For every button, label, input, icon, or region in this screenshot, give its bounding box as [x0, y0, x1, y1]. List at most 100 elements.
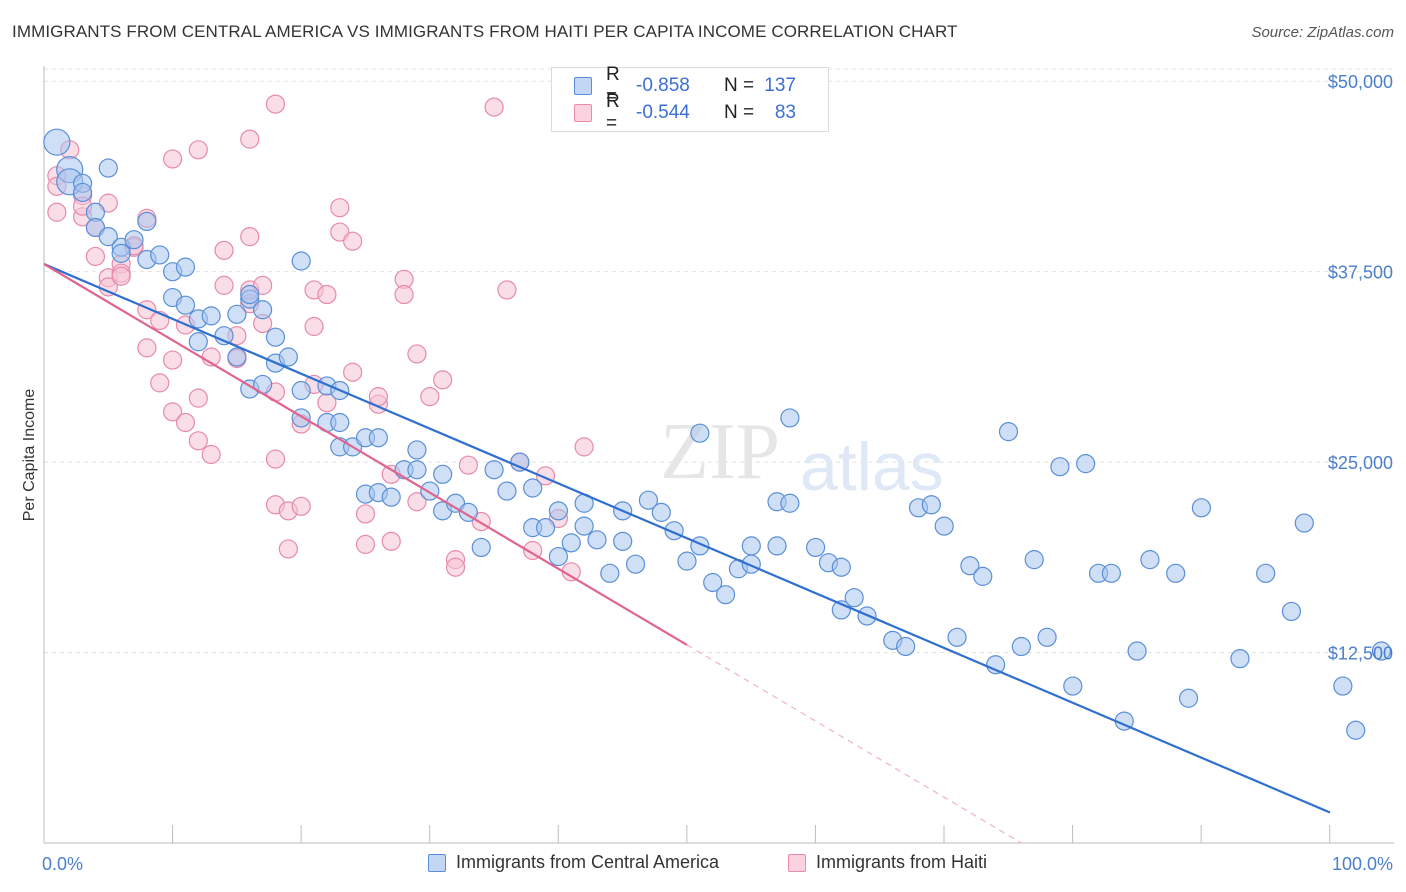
- legend-swatch-blue: [574, 77, 592, 95]
- central-america-point: [497, 481, 517, 501]
- central-america-point: [1127, 641, 1147, 661]
- central-america-point: [407, 460, 427, 480]
- central-america-point: [407, 440, 427, 460]
- y-tick-label: $25,000: [1328, 453, 1393, 473]
- haiti-point: [497, 280, 517, 300]
- legend-row-haiti: R = -0.544 N = 83: [574, 91, 796, 134]
- central-america-point: [934, 516, 954, 536]
- x-tick-label-max: 100.0%: [1332, 854, 1393, 874]
- central-america-point: [960, 556, 980, 576]
- y-axis-title: Per Capita Income: [21, 389, 38, 522]
- central-america-point: [201, 306, 221, 326]
- haiti-point: [433, 370, 453, 390]
- central-america-point: [587, 530, 607, 550]
- haiti-point: [458, 455, 478, 475]
- central-america-point: [137, 211, 157, 231]
- legend-swatch-pink: [574, 104, 592, 122]
- central-america-point: [574, 516, 594, 536]
- haiti-point: [445, 557, 466, 577]
- central-america-point: [600, 563, 620, 583]
- bottom-legend-label: Immigrants from Haiti: [816, 852, 988, 872]
- haiti-point: [278, 539, 298, 559]
- central-america-point: [188, 332, 208, 352]
- haiti-point: [291, 496, 311, 516]
- central-america-point: [381, 487, 401, 507]
- central-america-point: [433, 464, 453, 484]
- central-america-point: [1346, 720, 1366, 740]
- haiti-point: [407, 344, 427, 364]
- haiti-trend-line-extension: [686, 644, 1022, 844]
- central-america-point: [947, 627, 967, 647]
- central-america-points: [43, 128, 1392, 740]
- haiti-point: [163, 350, 183, 370]
- haiti-point: [265, 449, 286, 469]
- central-america-point: [780, 408, 800, 428]
- central-america-point: [548, 546, 569, 567]
- central-america-trend-line: [43, 263, 1331, 814]
- bottom-legend-label: Immigrants from Central America: [456, 852, 720, 872]
- central-america-point: [767, 536, 787, 556]
- central-america-point: [1140, 550, 1160, 570]
- haiti-point: [188, 140, 208, 160]
- central-america-point: [291, 380, 311, 401]
- haiti-point: [420, 387, 440, 407]
- chart-title: IMMIGRANTS FROM CENTRAL AMERICA VS IMMIG…: [12, 22, 958, 41]
- central-america-point: [98, 227, 118, 247]
- haiti-point: [355, 534, 376, 554]
- haiti-point: [85, 246, 106, 267]
- central-america-point: [368, 428, 388, 448]
- haiti-point: [574, 437, 594, 457]
- haiti-point: [163, 402, 183, 422]
- central-america-point: [150, 245, 170, 265]
- central-america-point: [805, 537, 826, 558]
- central-america-point: [175, 295, 196, 315]
- haiti-points: [47, 94, 594, 582]
- haiti-point: [111, 266, 131, 286]
- gridlines: [44, 68, 1394, 654]
- central-america-point: [523, 478, 543, 498]
- haiti-point: [175, 412, 196, 433]
- central-america-point: [98, 158, 118, 178]
- source-label: Source: ZipAtlas.com: [1251, 24, 1394, 41]
- central-america-point: [1037, 627, 1057, 647]
- central-america-point: [844, 588, 864, 608]
- central-america-point: [690, 423, 710, 443]
- central-america-point: [227, 304, 247, 324]
- central-america-point: [535, 518, 556, 538]
- legend-n-label: N =: [724, 102, 755, 123]
- haiti-point: [214, 275, 234, 295]
- central-america-point: [291, 251, 311, 271]
- bottom-legend-swatch-blue: [428, 853, 446, 872]
- haiti-point: [188, 431, 208, 451]
- legend-row-central-america: R = -0.858 N = 137: [574, 64, 796, 107]
- central-america-point: [111, 243, 131, 263]
- central-america-point: [741, 536, 761, 556]
- central-america-point: [638, 490, 659, 510]
- legend-n-value: 137: [764, 75, 796, 96]
- haiti-point: [265, 94, 286, 114]
- haiti-point: [330, 198, 350, 218]
- central-america-point: [921, 495, 941, 515]
- central-america-point: [780, 493, 800, 513]
- central-america-point: [124, 230, 144, 250]
- haiti-point: [317, 284, 337, 305]
- y-tick-label: $37,500: [1328, 263, 1393, 283]
- central-america-point: [1166, 563, 1186, 583]
- central-america-point: [1063, 676, 1083, 696]
- haiti-point: [394, 284, 414, 305]
- central-america-point: [986, 655, 1006, 675]
- haiti-point: [484, 97, 504, 117]
- central-america-point: [510, 452, 530, 472]
- central-america-point: [703, 572, 723, 593]
- haiti-point: [240, 227, 260, 247]
- central-america-point: [175, 257, 196, 277]
- central-america-point: [265, 327, 286, 347]
- central-america-point: [471, 537, 491, 558]
- y-tick-label: $50,000: [1328, 72, 1393, 92]
- central-america-point: [1101, 563, 1121, 583]
- legend-r-value: -0.544: [636, 102, 690, 123]
- central-america-point: [240, 284, 260, 305]
- haiti-point: [381, 531, 401, 551]
- legend-r-value: -0.858: [636, 75, 690, 96]
- central-america-point: [1256, 563, 1276, 583]
